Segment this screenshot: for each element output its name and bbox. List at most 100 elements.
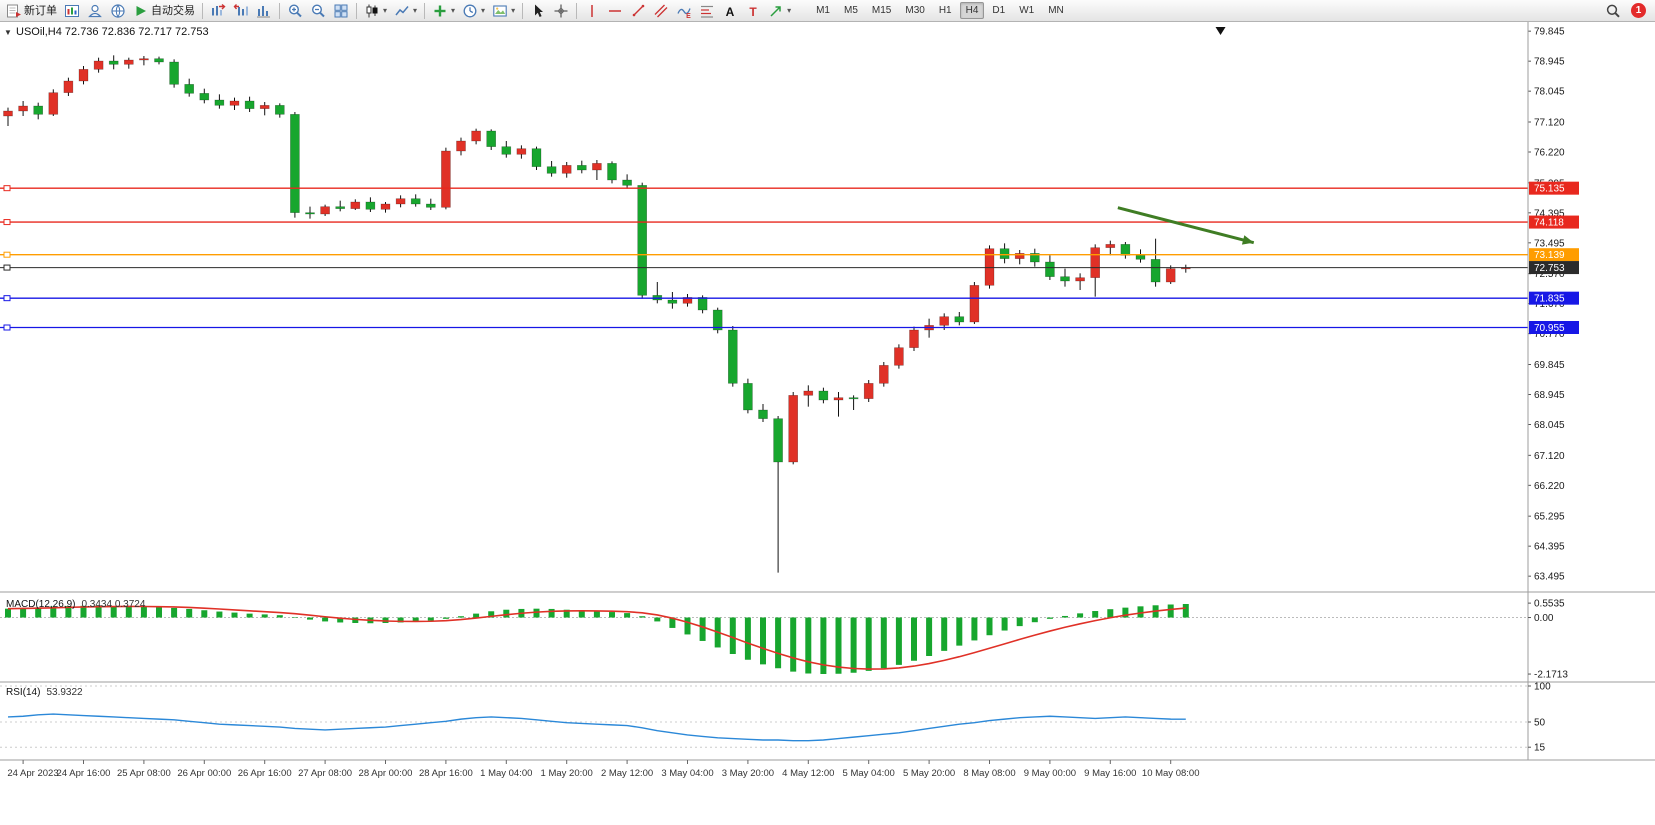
svg-text:26 Apr 16:00: 26 Apr 16:00 <box>238 768 292 779</box>
tile-windows-button[interactable] <box>330 1 352 21</box>
search-icon <box>1606 4 1620 18</box>
timeframe-mn-button[interactable]: MN <box>1048 5 1064 16</box>
svg-text:4 May 12:00: 4 May 12:00 <box>782 768 834 779</box>
candlestick-icon <box>366 4 378 17</box>
svg-text:78.945: 78.945 <box>1534 57 1565 68</box>
crosshair-button[interactable] <box>550 1 572 21</box>
svg-text:74.395: 74.395 <box>1534 208 1565 219</box>
chart-shift-button[interactable] <box>207 1 229 21</box>
arrows-button[interactable]: ▾ <box>765 1 794 21</box>
zoom-in-icon <box>288 3 302 17</box>
svg-text:28 Apr 16:00: 28 Apr 16:00 <box>419 768 473 779</box>
toolbar-buttons: 新订单 自动交易 ▾ ▾ ▾ ▾ ▾ E A T ▾ <box>3 1 794 21</box>
svg-text:2 May 12:00: 2 May 12:00 <box>601 768 653 779</box>
toolbar-separator <box>576 2 578 19</box>
svg-text:72.570: 72.570 <box>1534 269 1565 280</box>
toolbar-separator <box>279 2 280 19</box>
svg-text:64.395: 64.395 <box>1534 542 1565 553</box>
timeframe-m15-button[interactable]: M15 <box>871 5 892 16</box>
channel-button[interactable] <box>650 1 672 21</box>
add-indicator-button[interactable]: ▾ <box>429 1 458 21</box>
timeframe-d1-button[interactable]: D1 <box>992 5 1006 16</box>
search-button[interactable] <box>1602 1 1624 21</box>
svg-text:25 Apr 08:00: 25 Apr 08:00 <box>117 768 171 779</box>
svg-text:68.945: 68.945 <box>1534 390 1565 401</box>
svg-text:73.495: 73.495 <box>1534 238 1565 249</box>
svg-text:0.00: 0.00 <box>1534 613 1554 624</box>
svg-text:1 May 20:00: 1 May 20:00 <box>541 768 593 779</box>
dropdown-caret-icon: ▾ <box>413 6 418 15</box>
auto-scroll-icon <box>233 3 248 15</box>
svg-text:8 May 08:00: 8 May 08:00 <box>963 768 1015 779</box>
text-button[interactable]: A <box>719 1 741 21</box>
svg-text:66.220: 66.220 <box>1534 481 1565 492</box>
vline-button[interactable] <box>581 1 603 21</box>
toolbar-separator <box>522 2 524 19</box>
new-chart-button[interactable]: ▾ <box>361 1 390 21</box>
timeframe-m1-button[interactable]: M1 <box>816 5 830 16</box>
tile-windows-icon <box>334 4 348 17</box>
profiles-button[interactable]: ▾ <box>391 1 420 21</box>
timeframe-group: M1 M5 M15 M30 H1 H4 D1 W1 MN <box>810 2 1070 19</box>
svg-text:A: A <box>726 5 735 19</box>
trendline-button[interactable] <box>627 1 649 21</box>
auto-scroll-button[interactable] <box>230 1 252 21</box>
periods-button[interactable]: ▾ <box>459 1 488 21</box>
svg-text:3 May 20:00: 3 May 20:00 <box>722 768 774 779</box>
svg-text:78.045: 78.045 <box>1534 87 1565 98</box>
notification-badge[interactable]: 1 <box>1631 3 1646 18</box>
timeframe-h4-button[interactable]: H4 <box>959 2 985 19</box>
svg-text:68.045: 68.045 <box>1534 420 1565 431</box>
hline-button[interactable] <box>604 1 626 21</box>
timeframe-h1-button[interactable]: H1 <box>938 5 952 16</box>
globe-icon <box>111 3 125 18</box>
template-button[interactable]: ▾ <box>489 1 518 21</box>
arrows-tool-icon <box>770 5 781 17</box>
new-order-icon <box>7 4 21 17</box>
profile-button[interactable] <box>84 1 106 21</box>
timeframe-m30-button[interactable]: M30 <box>905 5 925 16</box>
line-chart-icon <box>395 5 409 15</box>
svg-text:76.220: 76.220 <box>1534 148 1565 159</box>
trendline-icon <box>632 4 645 16</box>
channel-icon <box>654 4 668 17</box>
svg-text:67.120: 67.120 <box>1534 451 1565 462</box>
label-button[interactable]: T <box>742 1 764 21</box>
cursor-button[interactable] <box>527 1 549 21</box>
cursor-icon <box>535 4 544 17</box>
chart-canvas[interactable]: 79.84578.94578.04577.12076.22075.29574.3… <box>0 22 1655 825</box>
navigator-button[interactable] <box>107 1 129 21</box>
elliott-icon: E <box>677 7 691 19</box>
svg-text:3 May 04:00: 3 May 04:00 <box>661 768 713 779</box>
svg-text:28 Apr 00:00: 28 Apr 00:00 <box>359 768 413 779</box>
svg-text:9 May 00:00: 9 May 00:00 <box>1024 768 1076 779</box>
svg-text:1 May 04:00: 1 May 04:00 <box>480 768 532 779</box>
svg-text:79.845: 79.845 <box>1534 27 1565 38</box>
svg-text:100: 100 <box>1534 682 1551 693</box>
text-A-icon: A <box>726 5 735 19</box>
new-order-button[interactable]: 新订单 <box>3 1 60 21</box>
timeframe-m5-button[interactable]: M5 <box>844 5 858 16</box>
toolbar-separator <box>356 2 357 19</box>
svg-text:15: 15 <box>1534 743 1546 754</box>
chart-mode-button[interactable] <box>253 1 275 21</box>
dropdown-caret-icon: ▾ <box>511 6 516 15</box>
template-image-icon <box>493 4 507 17</box>
svg-text:5 May 04:00: 5 May 04:00 <box>843 768 895 779</box>
elliott-button[interactable]: E <box>673 1 695 21</box>
autotrade-button[interactable]: 自动交易 <box>130 1 198 21</box>
svg-text:10 May 08:00: 10 May 08:00 <box>1142 768 1200 779</box>
new-order-button-label: 新订单 <box>24 4 57 17</box>
market-watch-button[interactable] <box>61 1 83 21</box>
dropdown-caret-icon: ▾ <box>481 6 486 15</box>
toolbar-right: 1 <box>1602 1 1652 21</box>
svg-text:72.753: 72.753 <box>1534 263 1565 274</box>
timeframe-w1-button[interactable]: W1 <box>1019 5 1035 16</box>
periods-clock-icon <box>463 4 477 17</box>
svg-text:77.120: 77.120 <box>1534 118 1565 129</box>
fibonacci-button[interactable] <box>696 1 718 21</box>
zoom-in-button[interactable] <box>284 1 306 21</box>
autotrade-button-label: 自动交易 <box>151 4 195 17</box>
zoom-out-button[interactable] <box>307 1 329 21</box>
autotrade-icon <box>136 5 146 16</box>
